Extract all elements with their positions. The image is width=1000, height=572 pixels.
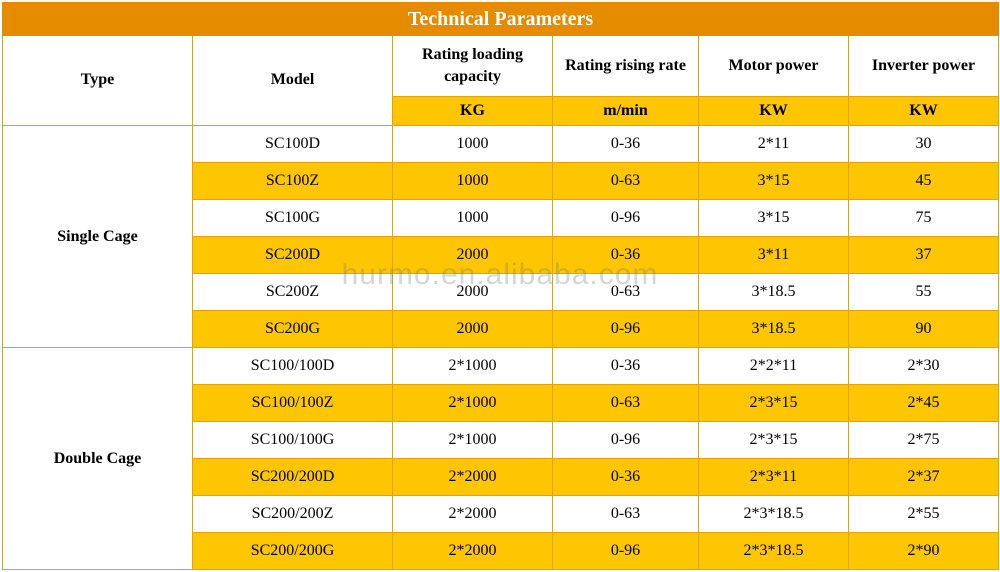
cell-inverter: 2*45 <box>849 385 999 422</box>
type-cell: Single Cage <box>3 126 193 348</box>
cell-inverter: 30 <box>849 126 999 163</box>
cell-capacity: 2000 <box>393 237 553 274</box>
cell-capacity: 1000 <box>393 200 553 237</box>
cell-rate: 0-63 <box>553 496 699 533</box>
unit-rate: m/min <box>553 97 699 126</box>
cell-model: SC100D <box>193 126 393 163</box>
cell-model: SC200Z <box>193 274 393 311</box>
table-row: Single CageSC100D10000-362*1130 <box>3 126 999 163</box>
cell-rate: 0-36 <box>553 126 699 163</box>
cell-rate: 0-96 <box>553 311 699 348</box>
cell-inverter: 55 <box>849 274 999 311</box>
cell-inverter: 90 <box>849 311 999 348</box>
cell-motor: 2*11 <box>699 126 849 163</box>
cell-inverter: 2*90 <box>849 533 999 570</box>
cell-capacity: 2*1000 <box>393 348 553 385</box>
cell-capacity: 2*2000 <box>393 496 553 533</box>
parameters-table: Technical Parameters TypeModelRating loa… <box>2 2 999 570</box>
cell-model: SC100G <box>193 200 393 237</box>
cell-rate: 0-36 <box>553 459 699 496</box>
cell-motor: 3*18.5 <box>699 311 849 348</box>
header-motor: Motor power <box>699 36 849 97</box>
header-model: Model <box>193 36 393 126</box>
cell-motor: 2*3*18.5 <box>699 496 849 533</box>
cell-capacity: 2*2000 <box>393 533 553 570</box>
cell-motor: 3*18.5 <box>699 274 849 311</box>
cell-inverter: 2*55 <box>849 496 999 533</box>
cell-rate: 0-96 <box>553 422 699 459</box>
unit-capacity: KG <box>393 97 553 126</box>
cell-inverter: 2*37 <box>849 459 999 496</box>
cell-motor: 2*2*11 <box>699 348 849 385</box>
cell-model: SC100Z <box>193 163 393 200</box>
unit-motor: KW <box>699 97 849 126</box>
cell-capacity: 2*1000 <box>393 385 553 422</box>
cell-rate: 0-63 <box>553 274 699 311</box>
cell-inverter: 37 <box>849 237 999 274</box>
cell-rate: 0-36 <box>553 237 699 274</box>
cell-model: SC200/200Z <box>193 496 393 533</box>
header-capacity: Rating loading capacity <box>393 36 553 97</box>
cell-inverter: 2*30 <box>849 348 999 385</box>
cell-capacity: 2*2000 <box>393 459 553 496</box>
table-title: Technical Parameters <box>3 3 999 36</box>
cell-rate: 0-96 <box>553 533 699 570</box>
type-cell: Double Cage <box>3 348 193 570</box>
cell-model: SC100/100G <box>193 422 393 459</box>
cell-capacity: 2000 <box>393 274 553 311</box>
cell-motor: 3*15 <box>699 163 849 200</box>
cell-motor: 3*11 <box>699 237 849 274</box>
header-rate: Rating rising rate <box>553 36 699 97</box>
cell-model: SC200D <box>193 237 393 274</box>
cell-rate: 0-96 <box>553 200 699 237</box>
cell-inverter: 45 <box>849 163 999 200</box>
cell-motor: 2*3*15 <box>699 422 849 459</box>
cell-inverter: 75 <box>849 200 999 237</box>
cell-capacity: 2*1000 <box>393 422 553 459</box>
cell-capacity: 2000 <box>393 311 553 348</box>
header-inverter: Inverter power <box>849 36 999 97</box>
table-row: Double CageSC100/100D2*10000-362*2*112*3… <box>3 348 999 385</box>
cell-rate: 0-36 <box>553 348 699 385</box>
cell-motor: 2*3*11 <box>699 459 849 496</box>
cell-motor: 3*15 <box>699 200 849 237</box>
cell-motor: 2*3*18.5 <box>699 533 849 570</box>
table-wrapper: Technical Parameters TypeModelRating loa… <box>2 2 998 570</box>
cell-capacity: 1000 <box>393 163 553 200</box>
header-row: TypeModelRating loading capacityRating r… <box>3 36 999 97</box>
cell-rate: 0-63 <box>553 163 699 200</box>
title-row: Technical Parameters <box>3 3 999 36</box>
cell-model: SC200G <box>193 311 393 348</box>
cell-motor: 2*3*15 <box>699 385 849 422</box>
cell-model: SC200/200G <box>193 533 393 570</box>
cell-model: SC100/100Z <box>193 385 393 422</box>
unit-inverter: KW <box>849 97 999 126</box>
cell-capacity: 1000 <box>393 126 553 163</box>
cell-rate: 0-63 <box>553 385 699 422</box>
header-type: Type <box>3 36 193 126</box>
cell-model: SC200/200D <box>193 459 393 496</box>
cell-inverter: 2*75 <box>849 422 999 459</box>
cell-model: SC100/100D <box>193 348 393 385</box>
tbody: Technical Parameters TypeModelRating loa… <box>3 3 999 570</box>
